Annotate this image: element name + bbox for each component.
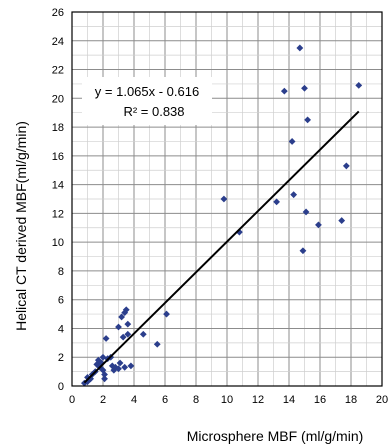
x-tick-label: 6 [162, 394, 168, 406]
data-point [119, 333, 127, 341]
data-point [338, 217, 346, 224]
data-point [280, 87, 288, 95]
equation-box [82, 77, 212, 125]
y-tick-label: 26 [52, 7, 64, 19]
y-tick-label: 0 [58, 381, 64, 393]
y-tick-label: 6 [58, 295, 64, 307]
y-tick-label: 16 [52, 151, 64, 163]
data-point [115, 323, 122, 331]
data-point [139, 330, 147, 338]
data-point [124, 330, 132, 338]
x-tick-label: 20 [376, 394, 388, 406]
data-point [220, 195, 228, 203]
y-axis-label: Helical CT derived MBF(ml/g/min) [13, 121, 29, 331]
y-tick-label: 22 [52, 65, 64, 77]
x-tick-label: 12 [252, 394, 264, 406]
x-axis-label: Microsphere MBF (ml/g/min) [187, 428, 364, 444]
data-point [273, 198, 280, 206]
y-tick-label: 2 [58, 352, 64, 364]
data-point [163, 310, 170, 318]
x-tick-label: 18 [345, 394, 357, 406]
y-tick-label: 14 [52, 180, 64, 192]
y-tick-label: 24 [52, 36, 64, 48]
y-tick-label: 4 [58, 323, 64, 335]
data-point [153, 340, 161, 348]
data-point [118, 313, 125, 321]
data-point [127, 362, 135, 370]
data-point [115, 365, 122, 373]
y-tick-label: 20 [52, 93, 64, 105]
x-tick-label: 10 [221, 394, 233, 406]
data-point [122, 306, 130, 314]
y-tick-label: 12 [52, 208, 64, 220]
y-tick-label: 8 [58, 266, 64, 278]
trendline [83, 110, 360, 384]
x-tick-label: 4 [131, 394, 137, 406]
y-tick-label: 10 [52, 237, 64, 249]
plot-border [71, 11, 383, 387]
data-point [116, 359, 124, 367]
data-point [299, 247, 307, 255]
regression-equation: y = 1.065x - 0.616 [95, 84, 199, 99]
data-point [342, 162, 350, 170]
x-axis-ticks: 0 2 4 6 8 10 12 14 16 18 20 [69, 394, 388, 406]
data-point [124, 320, 132, 328]
data-point [296, 44, 304, 52]
x-tick-label: 2 [100, 394, 106, 406]
data-points [81, 44, 363, 387]
data-point [102, 335, 110, 342]
data-point [355, 81, 363, 89]
data-point [98, 359, 105, 367]
data-point [301, 84, 308, 92]
data-point [121, 363, 129, 371]
x-tick-label: 0 [69, 394, 75, 406]
data-point [288, 138, 296, 145]
data-point [101, 375, 108, 383]
x-tick-label: 8 [193, 394, 199, 406]
data-point [302, 208, 310, 216]
data-point [290, 191, 298, 199]
x-tick-label: 14 [283, 394, 295, 406]
r-squared-label: R² = 0.838 [123, 104, 184, 119]
y-tick-label: 18 [52, 122, 64, 134]
data-point [101, 371, 108, 378]
data-point [99, 353, 107, 361]
data-point [112, 363, 119, 371]
data-point [315, 221, 322, 229]
x-tick-label: 16 [314, 394, 326, 406]
data-point [304, 116, 311, 124]
